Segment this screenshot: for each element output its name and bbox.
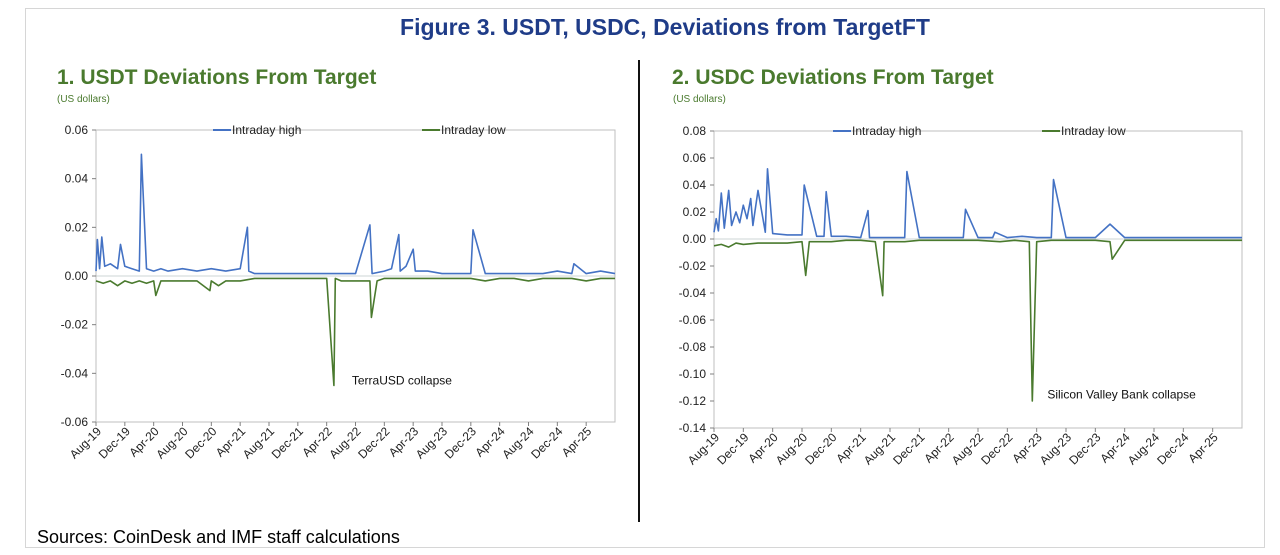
panel-2-title: 2. USDC Deviations From Target: [672, 66, 994, 89]
x-tick-label: Dec-19: [714, 430, 751, 467]
x-tick-label: Apr-25: [1185, 430, 1221, 466]
y-tick-label: 0.06: [65, 123, 89, 137]
legend-label: Intraday high: [232, 123, 301, 137]
x-tick-label: Dec-23: [442, 424, 479, 461]
y-tick-label: 0.04: [65, 172, 89, 186]
y-tick-label: -0.02: [61, 318, 89, 332]
panel-1-title: 1. USDT Deviations From Target: [57, 66, 377, 89]
y-tick-label: -0.04: [679, 286, 707, 300]
annotation-label: Silicon Valley Bank collapse: [1047, 387, 1196, 401]
figure-title: Figure 3. USDT, USDC, Deviations from Ta…: [400, 14, 930, 40]
usdt-chart: 0.060.040.020.00-0.02-0.04-0.06Aug-19Dec…: [61, 123, 616, 461]
y-tick-label: -0.12: [679, 394, 707, 408]
y-tick-label: -0.06: [61, 415, 89, 429]
legend-label: Intraday low: [441, 123, 506, 137]
x-tick-label: Dec-20: [802, 430, 839, 467]
panel-divider: [638, 60, 640, 522]
figure-frame: [25, 8, 1265, 548]
y-tick-label: -0.10: [679, 367, 707, 381]
y-tick-label: -0.14: [679, 421, 707, 435]
x-tick-label: Aug-24: [1125, 430, 1162, 467]
series-intraday-low: [713, 239, 1242, 402]
x-tick-label: Dec-20: [182, 424, 219, 461]
usdc-chart: 0.08 0.06 0.04 0.02 0.00 -0.02 -0.04 -0.06 -0.08…: [679, 124, 1243, 467]
x-tick-label: Dec-21: [269, 424, 306, 461]
y-tick-label: 0.02: [65, 220, 89, 234]
y-tick-label: 0.00: [683, 232, 707, 246]
x-tick-label: Aug-22: [949, 430, 986, 467]
y-tick-label: 0.08: [683, 124, 707, 138]
series-intraday-high: [713, 167, 1242, 239]
series-intraday-low: [95, 277, 615, 387]
y-tick-label: -0.04: [61, 366, 89, 380]
x-tick-label: Aug-23: [1037, 430, 1074, 467]
panel-1-unit: (US dollars): [57, 94, 110, 105]
x-tick-label: Dec-24: [528, 424, 565, 461]
x-tick-label: Aug-20: [773, 430, 810, 467]
x-tick-label: Dec-22: [978, 430, 1015, 467]
x-tick-label: Dec-22: [355, 424, 392, 461]
y-tick-label: -0.08: [679, 340, 707, 354]
plot-area: [713, 130, 1243, 429]
y-tick-label: 0.04: [683, 178, 707, 192]
legend-label: Intraday low: [1061, 124, 1126, 138]
x-tick-label: Dec-24: [1154, 430, 1191, 467]
panel-2-unit: (US dollars): [673, 94, 726, 105]
y-tick-label: -0.02: [679, 259, 707, 273]
x-tick-label: Dec-23: [1066, 430, 1103, 467]
y-tick-label: 0.06: [683, 151, 707, 165]
series-intraday-high: [95, 153, 616, 275]
x-tick-label: Aug-21: [861, 430, 898, 467]
legend-label: Intraday high: [852, 124, 921, 138]
y-tick-label: 0.00: [65, 269, 89, 283]
sources-note: Sources: CoinDesk and IMF staff calculat…: [37, 527, 400, 547]
annotation-label: TerraUSD collapse: [352, 374, 452, 388]
x-tick-label: Aug-19: [685, 430, 722, 467]
x-tick-label: Apr-25: [559, 424, 595, 460]
y-tick-label: -0.06: [679, 313, 707, 327]
x-tick-label: Dec-19: [96, 424, 133, 461]
x-tick-label: Dec-21: [890, 430, 927, 467]
y-tick-label: 0.02: [683, 205, 707, 219]
